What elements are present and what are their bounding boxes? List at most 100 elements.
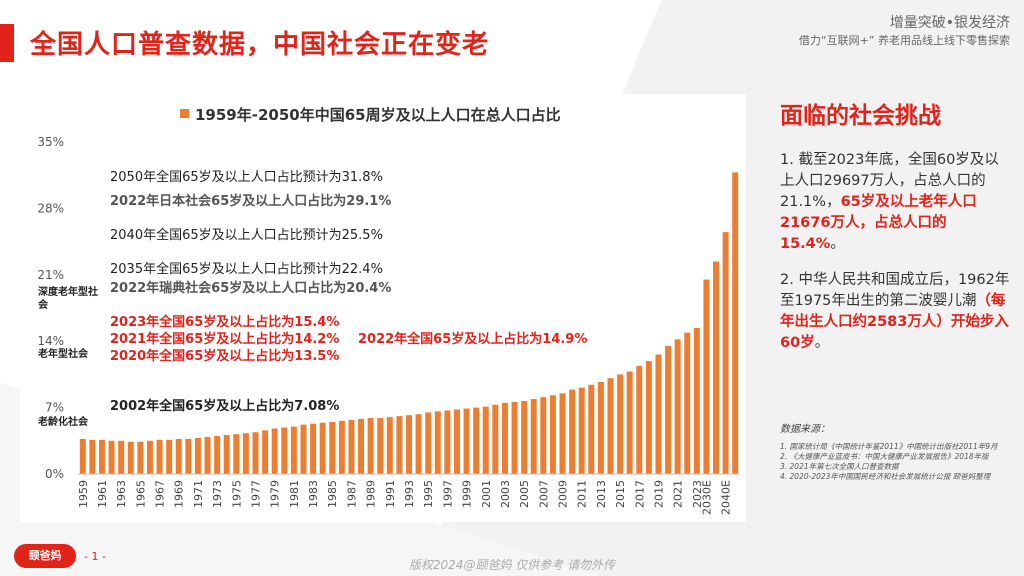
chart-legend: 1959年-2050年中国65周岁及以上人口在总人口占比 [180, 104, 561, 125]
bar-1996 [434, 411, 441, 474]
bar-2035E [713, 261, 719, 474]
bar-1995 [425, 412, 432, 474]
annotation-2035: 2035年全国65岁及以上人口占比预计为22.4% [110, 262, 383, 277]
annotation-2022: 2022年全国65岁及以上占比为14.9% [358, 332, 588, 347]
bar-2014 [607, 378, 614, 474]
bar-1998 [453, 409, 460, 474]
x-tick-label: 2015 [614, 480, 627, 508]
bar-1969 [175, 438, 182, 474]
bar-1997 [444, 410, 451, 474]
side-title: 面临的社会挑战 [780, 103, 941, 129]
bar-1973 [214, 436, 221, 474]
x-tick-label: 2007 [537, 480, 550, 508]
source-item: 1. 国家统计局《中国统计年鉴2011》中国统计出版社2011年9月 [780, 442, 998, 451]
x-tick-label: 2005 [518, 480, 531, 508]
page-title: 全国人口普查数据，中国社会正在变老 [30, 30, 490, 60]
bar-2022 [684, 332, 691, 474]
bar-1993 [406, 415, 412, 474]
bar-1992 [396, 416, 403, 474]
bar-1974 [223, 435, 230, 474]
bar-2010 [569, 389, 576, 474]
bar-1986 [338, 420, 345, 474]
bar-2001 [482, 406, 489, 474]
bar-1967 [156, 439, 163, 474]
x-tick-label: 2021 [672, 480, 685, 508]
paragraph-1-text: 1. 截至2023年底，全国60岁及以上人口29697万人，占总人口的21.1%… [780, 152, 999, 210]
annotation-2023: 2023年全国65岁及以上占比为15.4% [110, 315, 340, 330]
y-tick-label: 0% [45, 467, 64, 481]
bar-1968 [166, 439, 173, 474]
bar-2003 [501, 402, 508, 474]
bar-1970 [185, 438, 192, 474]
bar-1959 [79, 438, 86, 474]
zone-label-aged: 老年型社会 [38, 349, 88, 360]
title-accent-bar [0, 24, 14, 62]
bar-1962 [108, 440, 115, 474]
x-tick-label: 2030E [700, 480, 713, 515]
bar-1984 [319, 422, 326, 474]
bar-2023 [693, 327, 700, 474]
source-item: 3. 2021年第七次全国人口普查数据 [780, 462, 899, 471]
annotation-sweden: 2022年瑞典社会65岁及以上人口占比为20.4% [110, 281, 392, 296]
bar-2016 [626, 371, 633, 474]
bar-2005 [521, 400, 528, 474]
x-tick-label: 1997 [441, 480, 454, 508]
sources-list: 1. 国家统计局《中国统计年鉴2011》中国统计出版社2011年9月 2. 《大… [780, 442, 1016, 482]
subtagline: 借力“互联网+” 养老用品线上线下零售探索 [798, 34, 1010, 47]
bar-1981 [290, 426, 297, 474]
bar-1988 [358, 418, 365, 474]
bar-1965 [137, 441, 144, 474]
bar-2040E [722, 232, 729, 474]
x-tick-label: 1979 [269, 480, 282, 508]
bar-2030E [703, 279, 710, 474]
zone-label-super-aged: 深度老年型社会 [38, 287, 98, 311]
annotation-japan: 2022年日本社会65岁及以上人口占比为29.1% [110, 194, 392, 209]
bar-1985 [329, 421, 336, 474]
bar-2004 [511, 401, 518, 474]
bar-2021 [674, 339, 681, 474]
bar-2012 [588, 384, 595, 474]
copyright-text: 版权2024@颐爸妈 仅供参考 请勿外传 [408, 558, 616, 572]
x-tick-label: 1963 [115, 480, 128, 508]
x-tick-label: 1989 [365, 480, 378, 508]
page-number: - 1 - [84, 550, 106, 563]
bar-1999 [463, 408, 470, 474]
bar-1975 [233, 434, 240, 474]
x-tick-label: 1975 [230, 480, 243, 508]
x-tick-label: 1999 [461, 480, 474, 508]
x-tick-label: 2009 [557, 480, 570, 508]
bar-2011 [578, 387, 585, 474]
x-tick-label: 1969 [173, 480, 186, 508]
x-tick-label: 1973 [211, 480, 224, 508]
y-tick-label: 7% [45, 401, 64, 415]
x-tick-label: 1959 [77, 480, 90, 508]
x-tick-label: 1995 [422, 480, 435, 508]
x-tick-label: 1993 [403, 480, 416, 508]
x-tick-label: 2040E [720, 480, 733, 515]
bar-2020 [665, 345, 672, 474]
bar-2007 [540, 397, 547, 474]
bar-1971 [194, 437, 201, 474]
sources-title: 数据来源： [780, 424, 830, 435]
challenge-paragraph-1: 1. 截至2023年底，全国60岁及以上人口29697万人，占总人口的21.1%… [780, 150, 1010, 255]
annotation-2050: 2050年全国65岁及以上人口占比预计为31.8% [110, 170, 383, 185]
bar-2015 [617, 374, 624, 474]
bar-2017 [636, 365, 643, 474]
bar-1966 [146, 440, 153, 474]
chart-title: 1959年-2050年中国65周岁及以上人口在总人口占比 [195, 106, 561, 124]
tagline: 增量突破•银发经济 [889, 15, 1010, 31]
bar-2050E [732, 172, 739, 474]
x-tick-label: 1981 [288, 480, 301, 508]
bar-1963 [118, 440, 125, 474]
bar-2000 [473, 407, 480, 474]
bar-2013 [597, 381, 604, 474]
y-tick-label: 21% [37, 268, 64, 282]
bar-1961 [99, 439, 105, 474]
bar-1960 [89, 439, 96, 474]
x-tick-label: 1965 [134, 480, 147, 508]
annotation-2020: 2020年全国65岁及以上占比为13.5% [110, 349, 340, 364]
bar-1979 [271, 428, 278, 474]
x-tick-label: 2013 [595, 480, 608, 508]
bar-2019 [655, 354, 662, 474]
bar-1977 [252, 432, 259, 474]
